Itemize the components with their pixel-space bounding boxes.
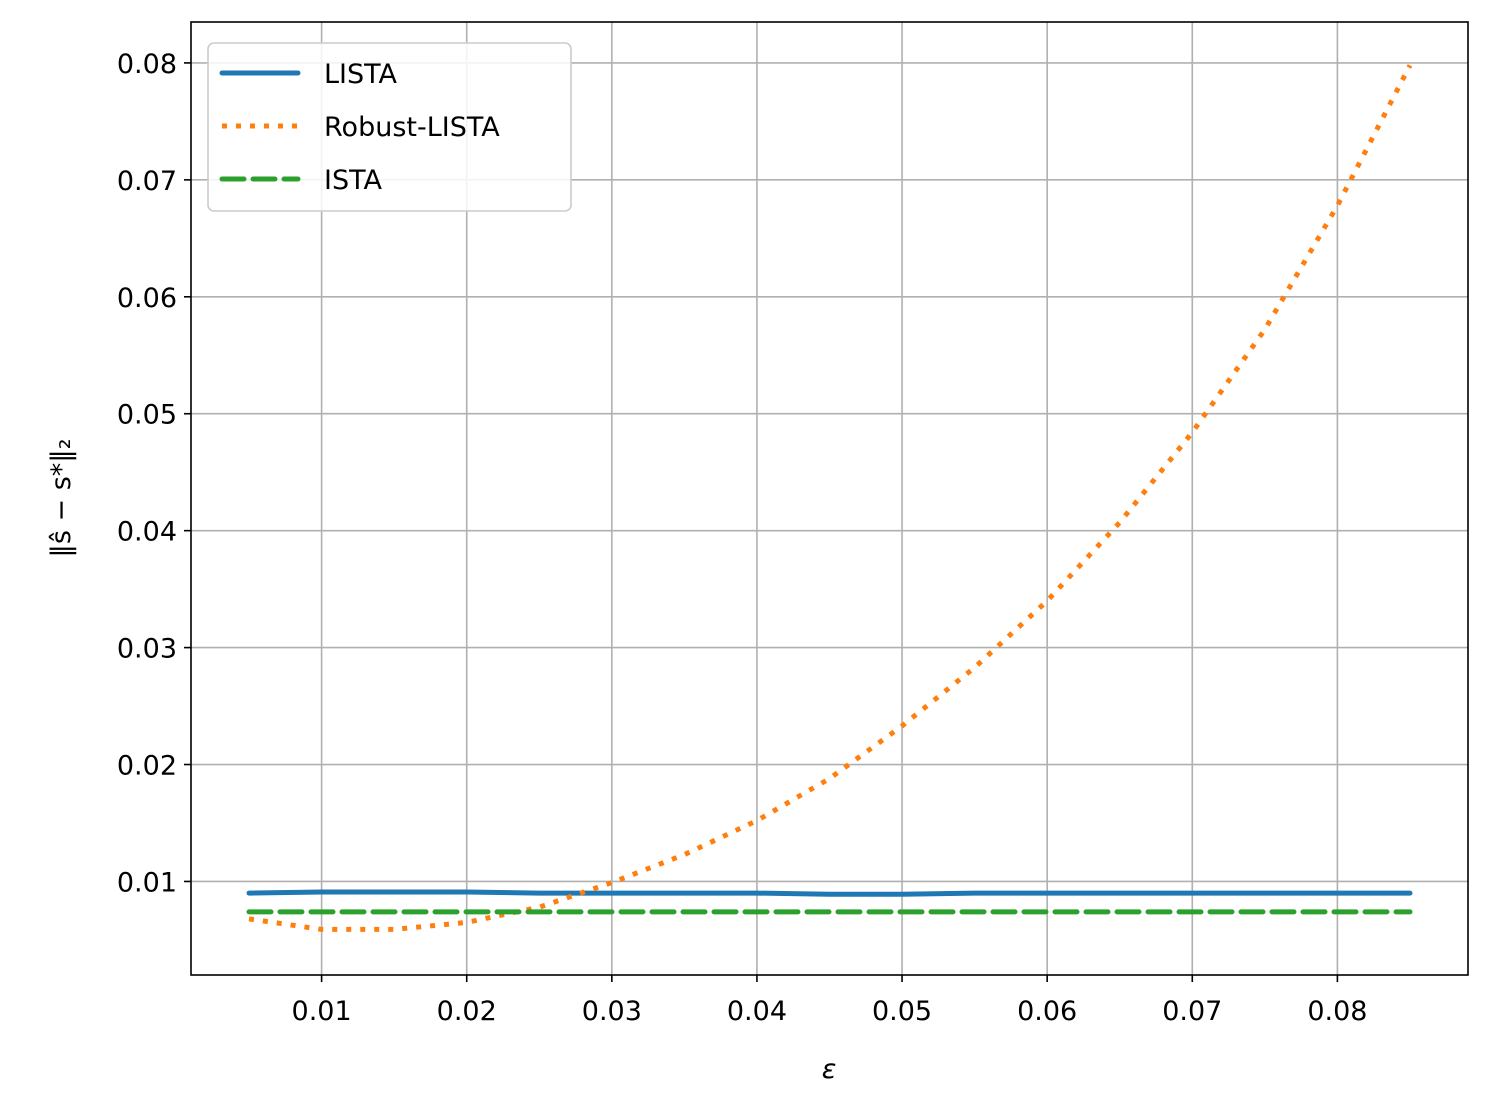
legend-label-robust-lista: Robust-LISTA [324,112,500,143]
legend-label-lista: LISTA [324,59,398,90]
plot-frame [190,21,1469,976]
x-tick-label: 0.04 [727,996,787,1027]
x-tick-label: 0.05 [872,996,932,1027]
y-tick-label: 0.02 [117,751,177,782]
y-tick-label: 0.04 [117,517,177,548]
series-line-lista [246,889,1413,897]
x-axis-label: ε [822,1054,837,1085]
x-tick-label: 0.01 [292,996,352,1027]
x-tick-label: 0.06 [1017,996,1077,1027]
series-layer [246,64,1413,932]
ticks: 0.01 0.02 0.03 0.04 0.05 0.06 0.07 0.08 0.01 0.02… [117,49,1368,1027]
y-tick-label: 0.08 [117,49,177,80]
y-tick-label: 0.01 [117,867,177,898]
x-tick-label: 0.02 [437,996,497,1027]
y-tick-label: 0.03 [117,634,177,665]
grid [191,22,1468,975]
legend: LISTA Robust-LISTA ISTA [207,42,572,212]
x-tick-label: 0.03 [582,996,642,1027]
y-tick-label: 0.05 [117,400,177,431]
y-tick-label: 0.06 [117,283,177,314]
y-axis-label: ‖ŝ − s*‖₂ [46,438,77,557]
y-tick-label: 0.07 [117,166,177,197]
x-tick-label: 0.07 [1162,996,1222,1027]
legend-box [207,42,572,212]
x-tick-label: 0.08 [1307,996,1367,1027]
legend-label-ista: ISTA [324,165,382,196]
